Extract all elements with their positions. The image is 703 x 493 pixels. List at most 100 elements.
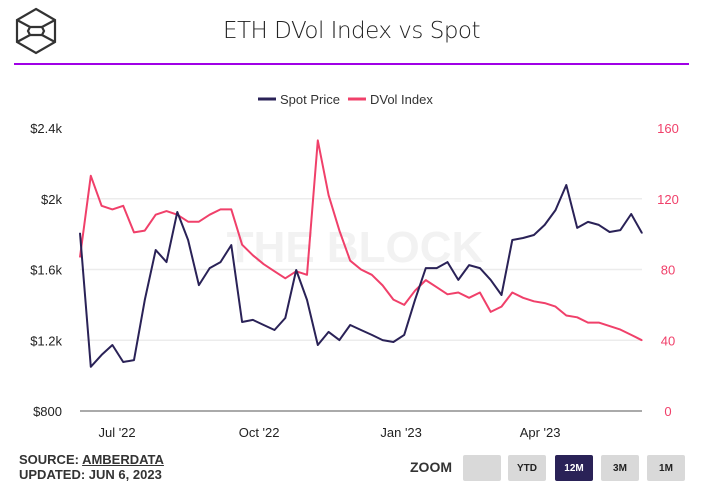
chart-title: ETH DVol Index vs Spot [222,18,481,44]
chart: THE BLOCK $800$1.2k$1.6k$2k$2.4k04080120… [30,92,679,440]
data-point [436,286,438,288]
data-point [111,344,114,346]
data-point [414,299,416,301]
data-point [436,267,438,269]
data-point [349,324,351,326]
data-point [90,366,92,368]
data-point [338,339,340,341]
source-link[interactable]: AMBERDATA [82,452,164,467]
data-point [241,244,243,246]
data-point [446,261,449,263]
zoom-button-12m[interactable]: 12M [555,455,593,481]
data-point [619,329,621,331]
data-point [360,268,362,271]
data-point [79,232,81,234]
legend-item-dvol-index[interactable]: DVol Index [347,92,433,107]
data-point [598,224,600,226]
data-point [241,321,243,323]
data-point [155,249,157,251]
data-point [219,208,222,210]
y-left-tick-label: $2.4k [30,121,62,136]
data-point [284,317,286,319]
data-point [273,329,276,331]
data-point [382,284,384,287]
zoom-label: ZOOM [410,459,452,475]
data-point [284,277,286,279]
data-point [403,334,405,336]
legend-item-spot-price[interactable]: Spot Price [258,92,340,107]
data-point [317,139,319,141]
data-point [273,270,276,272]
data-point [522,237,524,239]
data-point [165,261,168,263]
y-left-tick-label: $1.2k [30,333,62,348]
data-point [425,267,427,269]
data-point [349,260,351,262]
data-point [392,341,395,343]
data-point [576,227,578,229]
data-point [79,256,81,258]
data-point [414,290,416,292]
data-point [554,209,557,211]
data-point [306,299,308,301]
header-divider [14,63,689,65]
data-point [522,297,524,299]
data-point [511,291,513,294]
data-point [295,269,297,271]
data-point [306,274,308,276]
source-prefix: SOURCE: [19,452,83,467]
data-point [230,208,232,210]
data-point [457,279,459,281]
data-point [198,284,200,286]
x-tick-label: Oct '22 [239,425,280,440]
data-point [187,221,189,223]
data-point [446,293,449,295]
data-point [630,213,632,215]
data-point [371,274,373,276]
y-right-tick-label: 80 [661,263,675,278]
data-point [101,205,103,207]
data-point [457,291,459,294]
data-point [133,231,135,233]
data-point [479,267,481,269]
legend-label: DVol Index [370,92,433,107]
data-point [479,291,481,294]
data-point [641,339,643,341]
data-point [338,229,340,232]
data-point [122,361,124,363]
data-point [198,221,200,223]
updated-date: UPDATED: JUN 6, 2023 [19,467,162,482]
legend-label: Spot Price [280,92,340,107]
zoom-button-all[interactable] [463,455,501,481]
data-point [122,205,124,207]
zoom-button-1m[interactable]: 1M [647,455,685,481]
data-point [630,334,632,336]
data-point [187,239,189,241]
zoom-button-ytd[interactable]: YTD [508,455,546,481]
data-point [133,359,135,361]
zoom-button-3m[interactable]: 3M [601,455,639,481]
y-right-tick-label: 120 [657,192,679,207]
data-point [111,208,114,210]
data-point [544,224,546,226]
data-point [144,229,146,232]
data-point [544,302,546,304]
data-point [209,267,211,269]
data-point [587,321,589,324]
y-left-tick-label: $800 [33,404,62,419]
x-tick-label: Jul '22 [98,425,135,440]
data-point [90,175,92,177]
y-left-tick-label: $2k [41,192,62,207]
data-point [101,354,103,356]
data-point [565,184,567,186]
source-line: SOURCE: AMBERDATA [19,452,164,467]
data-point [230,244,232,246]
data-point [598,321,600,324]
data-point [576,316,578,318]
y-left-tick-label: $1.6k [30,263,62,278]
data-point [382,339,384,341]
the-block-logo [15,7,57,55]
data-point [263,263,265,265]
data-point [468,297,470,299]
data-point [587,221,589,223]
